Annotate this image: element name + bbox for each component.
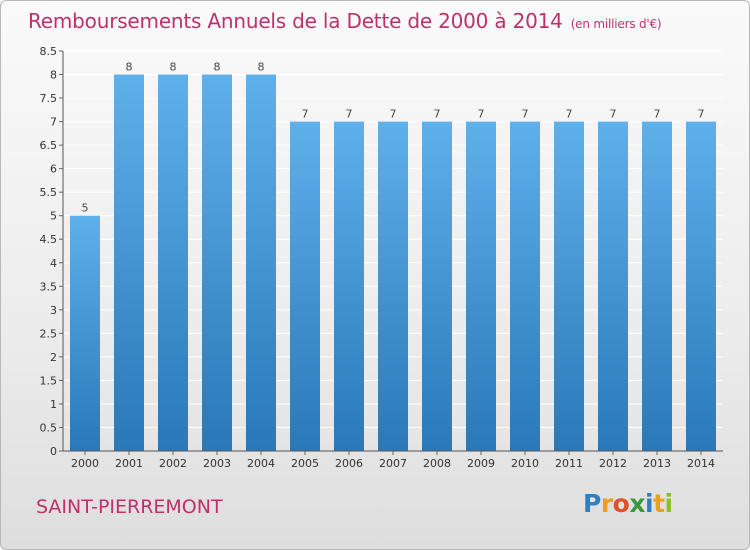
data-label: 7 [346, 108, 353, 121]
y-tick-label: 4.5 [40, 233, 58, 246]
logo-letter: P [583, 489, 601, 518]
bar [378, 121, 408, 452]
y-tick-label: 1 [50, 398, 57, 411]
chart-title: Remboursements Annuels de la Dette de 20… [28, 9, 662, 33]
commune-name: SAINT-PIERREMONT [36, 496, 223, 518]
y-tick-label: 2 [50, 351, 57, 364]
y-tick-label: 1.5 [40, 374, 58, 387]
y-tick-label: 8.5 [40, 45, 58, 58]
bar [510, 121, 540, 452]
y-tick-label: 3.5 [40, 280, 58, 293]
bar [598, 121, 628, 452]
y-tick-label: 6.5 [40, 139, 58, 152]
x-tick-label: 2006 [335, 457, 363, 470]
x-tick-label: 2002 [159, 457, 187, 470]
x-tick-label: 2009 [467, 457, 495, 470]
bar [686, 121, 716, 452]
logo-letter: x [629, 489, 645, 518]
data-label: 5 [82, 202, 89, 215]
bar [422, 121, 452, 452]
y-tick-label: 8 [50, 69, 57, 82]
y-tick-label: 5 [50, 210, 57, 223]
data-label: 7 [478, 108, 485, 121]
data-label: 8 [126, 61, 133, 74]
bar [246, 74, 276, 451]
data-label: 7 [390, 108, 397, 121]
x-tick-label: 2012 [599, 457, 627, 470]
data-label: 7 [522, 108, 529, 121]
x-tick-label: 2011 [555, 457, 583, 470]
chart-title-text: Remboursements Annuels de la Dette de 20… [28, 9, 563, 33]
logo-letter: t [653, 489, 665, 518]
bar [466, 121, 496, 452]
bar [642, 121, 672, 452]
x-tick-label: 2001 [115, 457, 143, 470]
bar [114, 74, 144, 451]
chart-unit: (en milliers d'€) [570, 17, 662, 31]
bar [202, 74, 232, 451]
proxiti-logo: Proxiti [583, 489, 673, 518]
bar [158, 74, 188, 451]
bar [290, 121, 320, 452]
y-tick-label: 0.5 [40, 421, 58, 434]
y-tick-label: 3 [50, 304, 57, 317]
logo-letter: o [612, 489, 630, 518]
y-tick-label: 7.5 [40, 92, 58, 105]
data-label: 7 [698, 108, 705, 121]
bar [334, 121, 364, 452]
y-tick-label: 0 [50, 445, 57, 458]
y-tick-label: 7 [50, 116, 57, 129]
data-label: 7 [610, 108, 617, 121]
y-tick-label: 6 [50, 163, 57, 176]
x-tick-label: 2000 [71, 457, 99, 470]
x-tick-label: 2014 [687, 457, 715, 470]
data-label: 8 [258, 61, 265, 74]
bar [70, 215, 100, 451]
data-label: 7 [654, 108, 661, 121]
x-tick-label: 2013 [643, 457, 671, 470]
x-tick-label: 2004 [247, 457, 275, 470]
data-label: 7 [434, 108, 441, 121]
x-tick-label: 2003 [203, 457, 231, 470]
data-label: 8 [170, 61, 177, 74]
bar [554, 121, 584, 452]
data-label: 8 [214, 61, 221, 74]
y-tick-label: 4 [50, 257, 57, 270]
x-tick-label: 2010 [511, 457, 539, 470]
y-tick-label: 5.5 [40, 186, 58, 199]
data-label: 7 [302, 108, 309, 121]
logo-letter: r [600, 489, 613, 518]
logo-letter: i [664, 489, 674, 518]
x-tick-label: 2005 [291, 457, 319, 470]
logo-letter: i [645, 489, 654, 518]
y-tick-label: 2.5 [40, 327, 58, 340]
x-tick-label: 2007 [379, 457, 407, 470]
data-label: 7 [566, 108, 573, 121]
x-tick-label: 2008 [423, 457, 451, 470]
